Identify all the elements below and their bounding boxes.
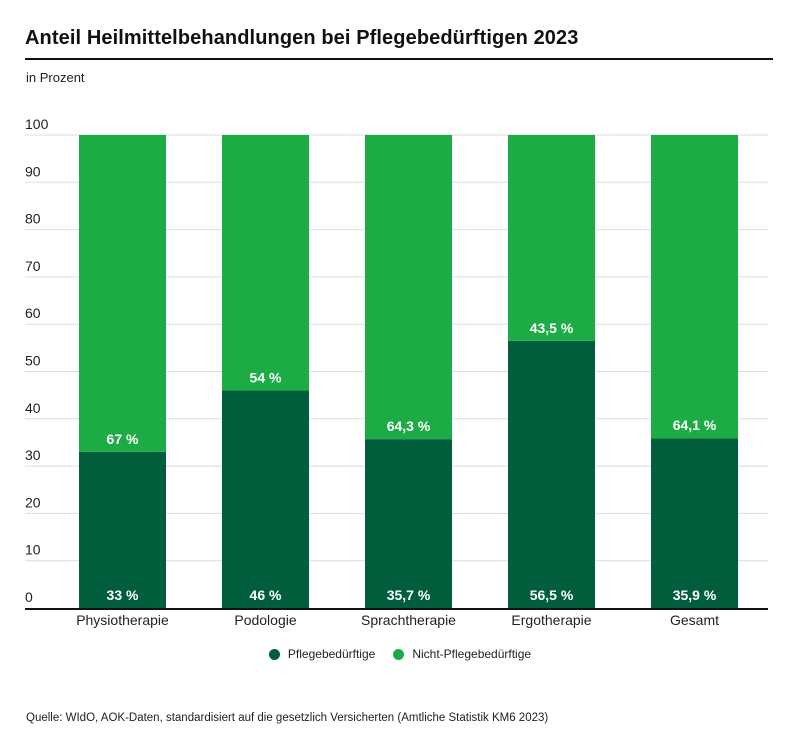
y-axis-ticks: 0 10 20 30 40 50 60 70 80 90 100 [25,116,49,605]
source-note: Quelle: WIdO, AOK-Daten, standardisiert … [26,712,549,724]
legend-item-pflegebeduerftige[interactable]: Pflegebedürftige [268,647,376,661]
legend: Pflegebedürftige Nicht-Pflegebedürftige [0,647,800,661]
legend-dot-icon [268,648,280,660]
data-label: 46 % [250,587,282,603]
x-tick-label: Gesamt [670,612,719,628]
y-tick-label: 0 [25,589,33,605]
x-tick-label: Podologie [234,612,296,628]
title-divider [25,58,773,60]
y-tick-label: 60 [25,305,41,321]
bar-nicht-pflegebeduerftige[interactable] [222,135,309,391]
legend-dot-icon [393,648,405,660]
data-label: 35,9 % [673,587,717,603]
y-tick-label: 90 [25,163,41,179]
x-tick-label: Physiotherapie [76,612,169,628]
y-tick-label: 30 [25,447,41,463]
y-tick-label: 70 [25,258,41,274]
y-tick-label: 40 [25,400,41,416]
legend-label: Nicht-Pflegebedürftige [412,647,532,661]
x-axis-labels: Physiotherapie Podologie Sprachtherapie Erg… [76,612,719,628]
y-tick-label: 80 [25,211,41,227]
y-tick-label: 50 [25,353,41,369]
x-tick-label: Ergotherapie [511,612,591,628]
bar-pflegebeduerftige[interactable] [222,390,309,608]
data-label: 64,3 % [387,418,431,434]
bar-nicht-pflegebeduerftige[interactable] [79,135,166,452]
y-tick-label: 20 [25,494,41,510]
bar-pflegebeduerftige[interactable] [508,340,595,608]
chart-title: Anteil Heilmittelbehandlungen bei Pflege… [25,27,579,49]
x-tick-label: Sprachtherapie [361,612,456,628]
bar-nicht-pflegebeduerftige[interactable] [508,135,595,341]
data-label: 56,5 % [530,587,574,603]
chart-subtitle: in Prozent [26,70,85,85]
data-labels: 33 % 67 % 46 % 54 % 35,7 % 64,3 % 56,5 % 43,5 %… [107,320,717,603]
data-label: 64,1 % [673,417,717,433]
y-tick-label: 10 [25,542,41,558]
bar-nicht-pflegebeduerftige[interactable] [365,135,452,440]
bar-pflegebeduerftige[interactable] [79,451,166,608]
data-label: 54 % [250,369,282,385]
bars [79,135,738,608]
legend-item-nicht-pflegebeduerftige[interactable]: Nicht-Pflegebedürftige [393,647,531,661]
data-label: 35,7 % [387,587,431,603]
legend-label: Pflegebedürftige [287,647,376,661]
bar-pflegebeduerftige[interactable] [651,438,738,608]
y-tick-label: 100 [25,116,49,132]
bar-pflegebeduerftige[interactable] [365,439,452,608]
data-label: 43,5 % [530,320,574,336]
bar-nicht-pflegebeduerftige[interactable] [651,135,738,439]
data-label: 67 % [107,431,139,447]
data-label: 33 % [107,587,139,603]
